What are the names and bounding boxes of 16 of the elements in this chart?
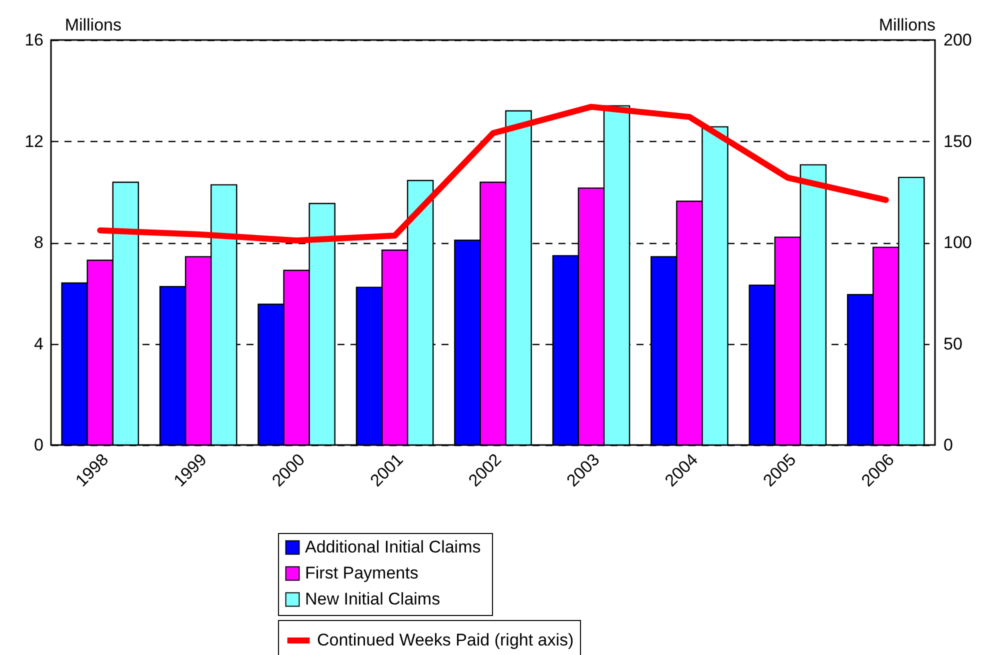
y-tick-label: 12 [24,132,44,151]
y-axis-title: Millions [64,16,122,34]
y-tick-label: 8 [34,233,44,252]
y2-tick-label: 150 [944,132,972,151]
y2-tick-label: 200 [944,30,972,50]
legend-label: Continued Weeks Paid (right axis) [317,630,574,650]
y-tick-label: 4 [34,334,44,354]
legend-label: First Payments [305,564,418,582]
legend-label: New Initial Claims [305,590,440,608]
y2-tick-label: 50 [944,334,962,354]
y2-tick-label: 0 [944,436,953,454]
y-tick-label: 16 [24,30,44,50]
y2-axis-title: Millions [878,16,936,34]
y2-tick-label: 100 [944,233,972,252]
y-tick-label: 0 [34,436,44,454]
legend-label: Additional Initial Claims [305,538,481,556]
